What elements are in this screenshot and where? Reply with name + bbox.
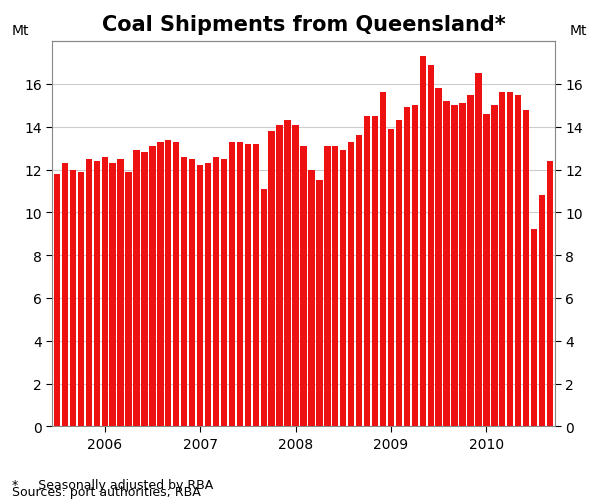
Bar <box>372 117 378 426</box>
Bar <box>308 170 314 426</box>
Bar <box>213 157 219 426</box>
Bar <box>197 166 203 426</box>
Bar <box>173 142 179 426</box>
Bar <box>356 136 362 426</box>
Bar <box>404 108 410 426</box>
Bar <box>388 130 394 426</box>
Bar <box>245 145 251 426</box>
Bar <box>141 153 148 426</box>
Text: Mt: Mt <box>12 24 29 38</box>
Bar <box>507 93 514 426</box>
Text: *     Seasonally adjusted by RBA: * Seasonally adjusted by RBA <box>12 478 213 491</box>
Bar <box>133 151 140 426</box>
Bar <box>483 115 490 426</box>
Bar <box>396 121 402 426</box>
Bar <box>364 117 370 426</box>
Text: Mt: Mt <box>570 24 587 38</box>
Bar <box>236 142 243 426</box>
Bar <box>348 142 355 426</box>
Bar <box>301 147 307 426</box>
Bar <box>451 106 458 426</box>
Bar <box>189 159 196 426</box>
Bar <box>316 181 323 426</box>
Bar <box>86 159 92 426</box>
Bar <box>165 140 172 426</box>
Bar <box>475 74 482 426</box>
Bar <box>523 110 529 426</box>
Bar <box>284 121 291 426</box>
Bar <box>419 57 426 426</box>
Bar <box>515 95 521 426</box>
Bar <box>467 95 473 426</box>
Bar <box>109 164 116 426</box>
Bar <box>268 132 275 426</box>
Bar <box>412 106 418 426</box>
Bar <box>531 230 537 426</box>
Bar <box>157 142 164 426</box>
Bar <box>436 89 442 426</box>
Bar <box>499 93 505 426</box>
Bar <box>118 159 124 426</box>
Bar <box>181 157 187 426</box>
Bar <box>380 93 386 426</box>
Bar <box>428 66 434 426</box>
Bar <box>340 151 346 426</box>
Bar <box>77 172 84 426</box>
Bar <box>54 174 60 426</box>
Bar <box>460 104 466 426</box>
Bar <box>332 147 338 426</box>
Text: Sources: port authorities; RBA: Sources: port authorities; RBA <box>12 485 201 498</box>
Bar <box>94 162 100 426</box>
Bar <box>125 172 132 426</box>
Bar <box>260 189 267 426</box>
Bar <box>324 147 331 426</box>
Bar <box>101 157 108 426</box>
Bar <box>539 196 545 426</box>
Bar <box>205 164 211 426</box>
Bar <box>70 170 76 426</box>
Bar <box>547 162 553 426</box>
Bar <box>277 125 283 426</box>
Bar <box>443 102 450 426</box>
Bar <box>62 164 68 426</box>
Title: Coal Shipments from Queensland*: Coal Shipments from Queensland* <box>101 15 505 35</box>
Bar <box>253 145 259 426</box>
Bar <box>491 106 497 426</box>
Bar <box>292 125 299 426</box>
Bar <box>149 147 155 426</box>
Bar <box>221 159 227 426</box>
Bar <box>229 142 235 426</box>
